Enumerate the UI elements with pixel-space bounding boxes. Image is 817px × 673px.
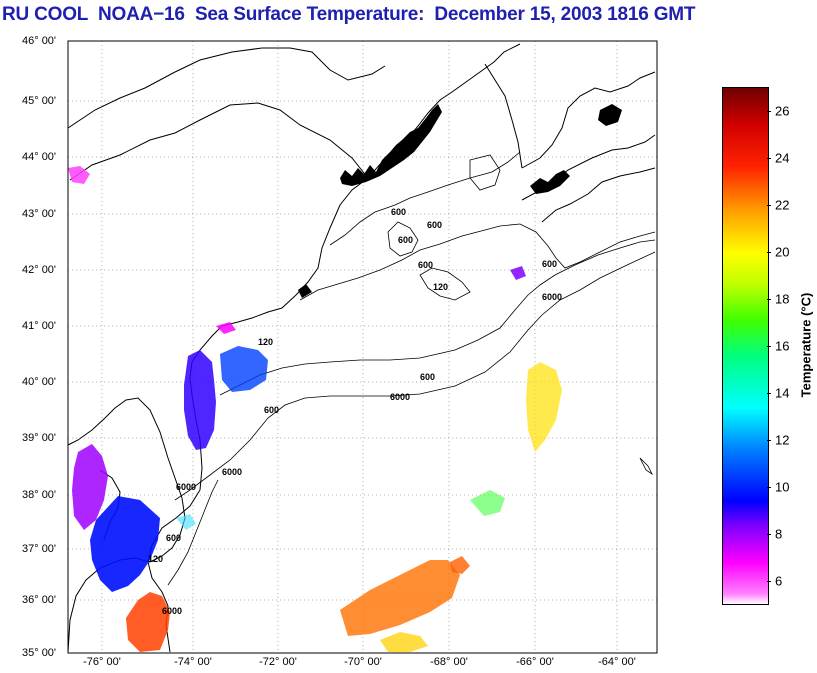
colorbar bbox=[722, 87, 769, 605]
longitude-label: -74° 00' bbox=[174, 656, 212, 668]
sst-warm-core bbox=[450, 556, 470, 574]
sst-ny-bight bbox=[220, 346, 268, 392]
sst-gulfstream-orange bbox=[340, 560, 460, 636]
sst-gulfstream-yellow bbox=[380, 632, 428, 652]
colorbar-tick-mark bbox=[767, 158, 771, 160]
colorbar-tick-label: 24 bbox=[775, 150, 790, 166]
sst-pixels bbox=[68, 166, 562, 652]
latitude-label: 39° 00' bbox=[22, 432, 57, 444]
sst-offshore-cyan bbox=[176, 514, 196, 530]
colorbar-tick-mark bbox=[767, 205, 771, 207]
isobath-label: 600 bbox=[420, 372, 435, 382]
longitude-label: -72° 00' bbox=[259, 656, 297, 668]
colorbar-gradient bbox=[723, 88, 768, 604]
isobath-label: 6000 bbox=[542, 292, 562, 302]
isobath-label: 600 bbox=[391, 207, 406, 217]
longitude-label: -66° 00' bbox=[516, 656, 554, 668]
sst-magenta-spot bbox=[510, 266, 526, 280]
colorbar-tick-mark bbox=[767, 486, 771, 488]
coastal-detail bbox=[298, 104, 622, 298]
latitude-label: 43° 00' bbox=[22, 208, 57, 220]
sst-slope-yellow bbox=[526, 362, 562, 452]
latitude-label: 40° 00' bbox=[22, 376, 57, 388]
isobath-label: 600 bbox=[166, 533, 181, 543]
isobath-label: 600 bbox=[418, 260, 433, 270]
colorbar-tick-label: 26 bbox=[775, 103, 790, 119]
colorbar-tick-label: 8 bbox=[775, 526, 783, 542]
colorbar-tick-label: 20 bbox=[775, 244, 790, 260]
latitude-label: 35° 00' bbox=[22, 647, 57, 659]
colorbar-tick-mark bbox=[767, 346, 771, 347]
latitude-label: 46° 00' bbox=[22, 35, 57, 47]
sst-nova-scotia bbox=[68, 166, 90, 184]
isobath-label: 600 bbox=[542, 259, 557, 269]
isobath-contours bbox=[167, 151, 656, 586]
colorbar-tick-label: 6 bbox=[775, 573, 783, 589]
colorbar-tick-mark bbox=[767, 439, 771, 441]
latitude-label: 44° 00' bbox=[22, 151, 57, 163]
map-frame bbox=[67, 40, 658, 654]
longitude-label: -70° 00' bbox=[344, 656, 382, 668]
isobath-label: 120 bbox=[433, 282, 448, 292]
sst-nj-shelf bbox=[184, 350, 216, 450]
longitude-label: -68° 00' bbox=[430, 656, 468, 668]
sst-chesapeake bbox=[72, 444, 108, 530]
isobath-label: 600 bbox=[427, 220, 442, 230]
latitude-label: 45° 00' bbox=[22, 95, 57, 107]
colorbar-tick-label: 16 bbox=[775, 338, 790, 354]
map-title: RU COOL NOAA−16 Sea Surface Temperature:… bbox=[2, 4, 696, 25]
colorbar-tick-label: 18 bbox=[775, 291, 790, 307]
colorbar-tick-mark bbox=[767, 580, 771, 582]
longitude-label: -76° 00' bbox=[83, 656, 121, 668]
colorbar-tick-mark bbox=[767, 392, 771, 394]
isobath-label: 120 bbox=[258, 337, 273, 347]
isobath-label: 6000 bbox=[176, 482, 196, 492]
sst-long-island bbox=[216, 322, 236, 334]
colorbar-tick-mark bbox=[767, 299, 771, 301]
sst-offshore-green bbox=[470, 490, 505, 516]
colorbar-tick-mark bbox=[767, 111, 771, 113]
colorbar-tick-label: 14 bbox=[775, 385, 790, 401]
colorbar-tick-label: 10 bbox=[775, 479, 790, 495]
isobath-label: 120 bbox=[148, 554, 163, 564]
isobath-label: 600 bbox=[398, 235, 413, 245]
isobath-label: 6000 bbox=[162, 606, 182, 616]
latitude-label: 41° 00' bbox=[22, 320, 57, 332]
latitude-label: 42° 00' bbox=[22, 264, 57, 276]
colorbar-tick-label: 22 bbox=[775, 197, 790, 213]
isobath-label: 6000 bbox=[390, 392, 410, 402]
longitude-label: -64° 00' bbox=[598, 656, 636, 668]
colorbar-tick-mark bbox=[767, 533, 771, 535]
latitude-label: 38° 00' bbox=[22, 489, 57, 501]
colorbar-tick-label: 12 bbox=[775, 432, 790, 448]
latitude-label: 37° 00' bbox=[22, 543, 57, 555]
contour-labels: 600 600 600 600 120 600 6000 120 600 6000 600 6000 6… bbox=[148, 207, 562, 616]
sst-warm-region bbox=[126, 592, 170, 652]
latitude-label: 36° 00' bbox=[22, 594, 57, 606]
colorbar-label: Temperature (°C) bbox=[798, 292, 814, 398]
colorbar-tick-mark bbox=[767, 252, 771, 254]
isobath-label: 6000 bbox=[222, 467, 242, 477]
sst-shelf-blue bbox=[90, 496, 160, 592]
isobath-label: 600 bbox=[264, 405, 279, 415]
